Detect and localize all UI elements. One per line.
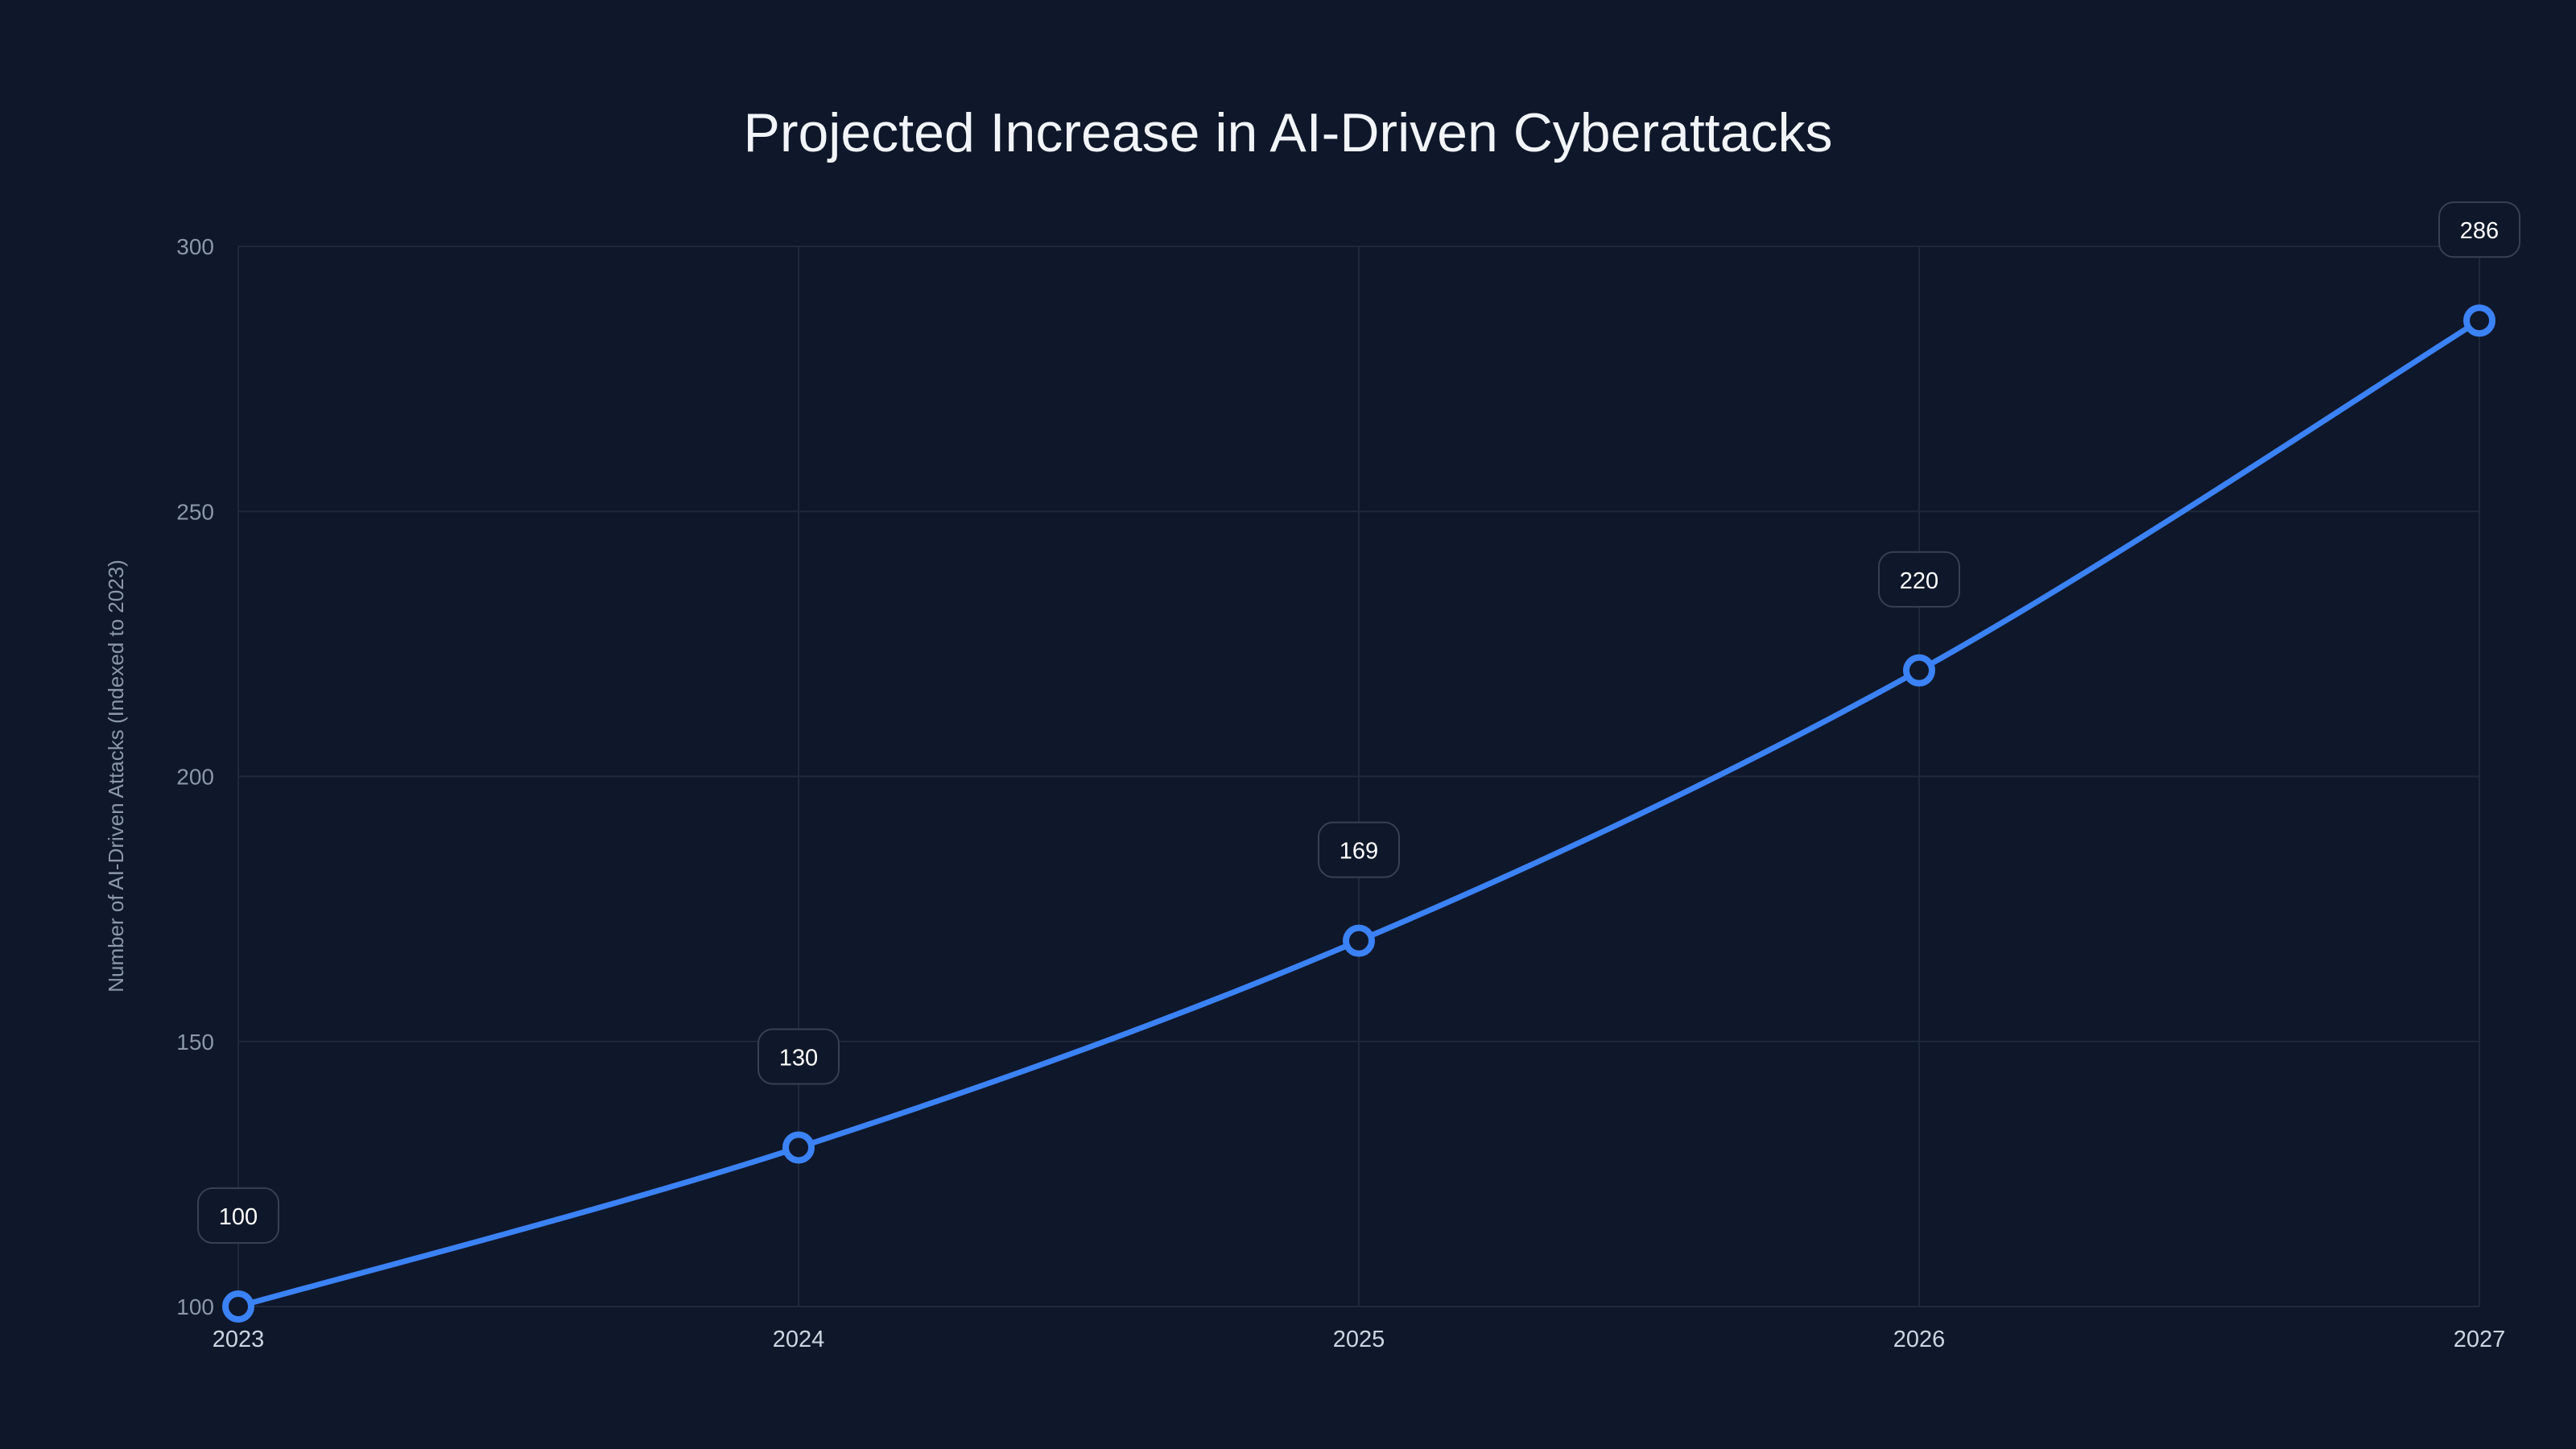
data-point xyxy=(222,1290,254,1323)
x-tick-label: 2025 xyxy=(1333,1327,1385,1352)
y-tick-label: 250 xyxy=(176,499,214,524)
x-tick-label: 2026 xyxy=(1893,1327,1946,1352)
data-label: 286 xyxy=(2460,218,2499,244)
data-label-box xyxy=(197,1187,279,1244)
y-tick-label: 200 xyxy=(176,765,214,790)
chart-title: Projected Increase in AI-Driven Cyberatt… xyxy=(743,102,1832,163)
x-tick-label: 2023 xyxy=(213,1327,265,1352)
data-label-box xyxy=(2438,201,2520,258)
data-point xyxy=(782,1131,815,1164)
data-point xyxy=(1343,924,1375,957)
data-point xyxy=(1903,654,1935,687)
y-axis-label: Number of AI-Driven Attacks (Indexed to … xyxy=(104,559,128,993)
x-tick-label: 2027 xyxy=(2454,1327,2506,1352)
data-point xyxy=(2463,304,2496,337)
y-tick-label: 150 xyxy=(176,1030,214,1055)
data-label-box xyxy=(1318,821,1400,878)
data-label: 220 xyxy=(1900,568,1938,594)
y-tick-label: 100 xyxy=(176,1294,214,1319)
data-label: 169 xyxy=(1340,839,1378,865)
data-label: 100 xyxy=(219,1204,258,1230)
data-label-box xyxy=(1878,551,1960,608)
x-tick-label: 2024 xyxy=(773,1327,825,1352)
data-label-box xyxy=(758,1028,840,1085)
data-label: 130 xyxy=(779,1045,818,1071)
y-tick-label: 300 xyxy=(176,234,214,259)
